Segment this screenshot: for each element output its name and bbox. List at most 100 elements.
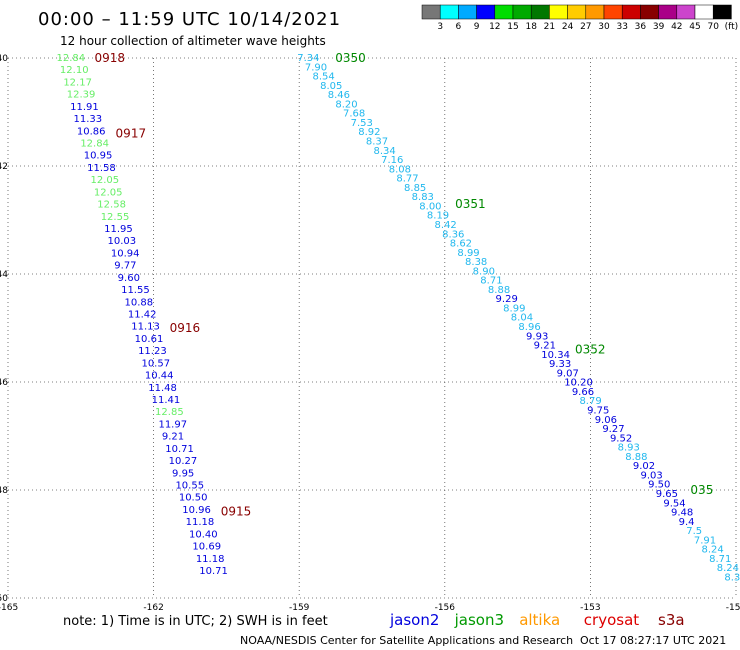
wave-height-value: 12.05	[94, 187, 123, 198]
wave-height-value: 8.19	[427, 211, 449, 222]
wave-height-value: 7.68	[343, 109, 365, 120]
wave-height-value: 8.93	[618, 443, 640, 454]
wave-height-value: 8.05	[320, 81, 342, 92]
wave-height-value: 9.77	[114, 261, 136, 272]
colorbar-swatch	[712, 4, 732, 20]
track-time-label: 0350	[335, 51, 366, 65]
colorbar: 3 6 9 12 15 18 21 24 27 30 33 36 39 42 45 70 (ft)	[421, 4, 738, 32]
wave-height-value: 11.23	[138, 346, 167, 357]
wave-height-value: 8.31	[724, 572, 740, 583]
wave-height-value: 12.39	[67, 90, 96, 101]
colorbar-label: 33	[616, 22, 627, 32]
wave-height-value: 9.06	[595, 415, 617, 426]
track-time-label: 0918	[95, 51, 126, 65]
satellite-legend-cryosat: cryosat	[584, 611, 639, 629]
satellite-legend-jason3: jason3	[454, 611, 504, 629]
colorbar-swatch	[676, 4, 696, 20]
latitude-tick-label: -40	[0, 54, 8, 64]
longitude-tick-label: -162	[143, 603, 163, 613]
satellite-legend-jason2: jason2	[389, 611, 439, 629]
wave-height-value: 9.07	[557, 368, 579, 379]
wave-height-value: 12.58	[97, 200, 126, 211]
latitude-tick-label: -42	[0, 162, 8, 172]
wave-height-value: 7.34	[297, 53, 319, 64]
wave-height-value: 11.18	[196, 554, 225, 565]
wave-height-value: 11.18	[186, 517, 215, 528]
wave-height-value: 9.75	[587, 406, 609, 417]
colorbar-swatch	[458, 4, 477, 20]
wave-height-value: 12.84	[80, 139, 109, 150]
wave-height-value: 8.79	[579, 396, 601, 407]
wave-height-value: 10.57	[141, 358, 170, 369]
wave-height-value: 8.88	[625, 452, 647, 463]
colorbar-label: 36	[635, 22, 647, 32]
wave-height-value: 10.95	[84, 151, 113, 162]
wave-height-value: 10.71	[165, 444, 194, 455]
axis-ticks: -40 -42 -44 -46 -48 -50-165 -162 -159 -156 -153 -1…	[0, 54, 740, 613]
wave-height-value: 8.71	[709, 554, 731, 565]
wave-height-value: 10.55	[175, 481, 204, 492]
colorbar-swatch	[530, 4, 550, 20]
colorbar-label: 39	[653, 22, 665, 32]
wave-height-value: 8.08	[389, 164, 411, 175]
wave-height-value: 10.44	[145, 371, 174, 382]
colorbar-swatch	[585, 4, 605, 20]
wave-height-value: 7.90	[305, 62, 327, 73]
wave-height-value: 10.86	[77, 126, 106, 137]
wave-height-value: 10.61	[135, 334, 164, 345]
wave-height-value: 8.99	[503, 303, 525, 314]
wave-height-value: 11.42	[128, 310, 157, 321]
track-time-label: 0916	[170, 321, 201, 335]
track-time-label: 0352	[575, 343, 606, 357]
wave-height-value: 7.91	[694, 535, 716, 546]
wave-height-value: 9.54	[663, 498, 685, 509]
satellite-legend: jason2 jason3 altika cryosat s3a	[389, 611, 685, 629]
wave-height-value: 9.93	[526, 331, 548, 342]
wave-height-value: 8.04	[511, 313, 533, 324]
wave-height-value: 8.71	[480, 276, 502, 287]
colorbar-swatch	[512, 4, 532, 20]
colorbar-label: 3	[437, 22, 443, 32]
wave-height-value: 8.24	[701, 545, 723, 556]
wave-height-value: 9.33	[549, 359, 571, 370]
wave-height-value: 9.21	[162, 432, 184, 443]
wave-height-value: 8.46	[328, 90, 350, 101]
wave-height-value: 8.77	[396, 174, 418, 185]
map-subtitle: 12 hour collection of altimeter wave hei…	[60, 34, 326, 48]
colorbar-swatch	[439, 4, 459, 20]
colorbar-label: 70	[707, 22, 719, 32]
wave-height-value: 8.62	[450, 239, 472, 250]
wave-height-value: 8.24	[717, 563, 739, 574]
colorbar-label: 42	[671, 22, 682, 32]
colorbar-swatch	[421, 4, 441, 20]
wave-height-value: 8.34	[374, 146, 396, 157]
wave-height-value: 12.55	[101, 212, 130, 223]
track-time-label: 0917	[116, 127, 147, 141]
wave-height-value: 8.00	[419, 201, 441, 212]
colorbar-label: 24	[562, 22, 574, 32]
wave-height-value: 9.21	[534, 341, 556, 352]
wave-height-value: 8.38	[465, 257, 487, 268]
wave-height-value: 9.50	[648, 480, 670, 491]
wave-height-value: 10.40	[189, 529, 218, 540]
colorbar-swatch	[621, 4, 641, 20]
colorbar-swatch	[567, 4, 587, 20]
wave-height-value: 9.66	[572, 387, 594, 398]
wave-height-value: 11.33	[74, 114, 103, 125]
wave-height-value: 9.52	[610, 433, 632, 444]
wave-height-value: 11.48	[148, 383, 177, 394]
wave-height-value: 10.20	[564, 378, 593, 389]
colorbar-label: 45	[689, 22, 700, 32]
wave-height-value: 8.88	[488, 285, 510, 296]
longitude-tick-label: -153	[580, 603, 600, 613]
wave-height-value: 10.88	[124, 297, 153, 308]
satellite-legend-altika: altika	[519, 611, 560, 629]
wave-height-value: 8.36	[442, 229, 464, 240]
credit-organization: NOAA/NESDIS Center for Satellite Applica…	[240, 634, 573, 647]
colorbar-label: 9	[474, 22, 480, 32]
wave-height-value: 10.71	[199, 566, 228, 577]
colorbar-swatch	[494, 4, 514, 20]
wave-height-value: 8.99	[457, 248, 479, 259]
wave-height-value: 9.60	[118, 273, 140, 284]
wave-height-value: 9.29	[496, 294, 518, 305]
